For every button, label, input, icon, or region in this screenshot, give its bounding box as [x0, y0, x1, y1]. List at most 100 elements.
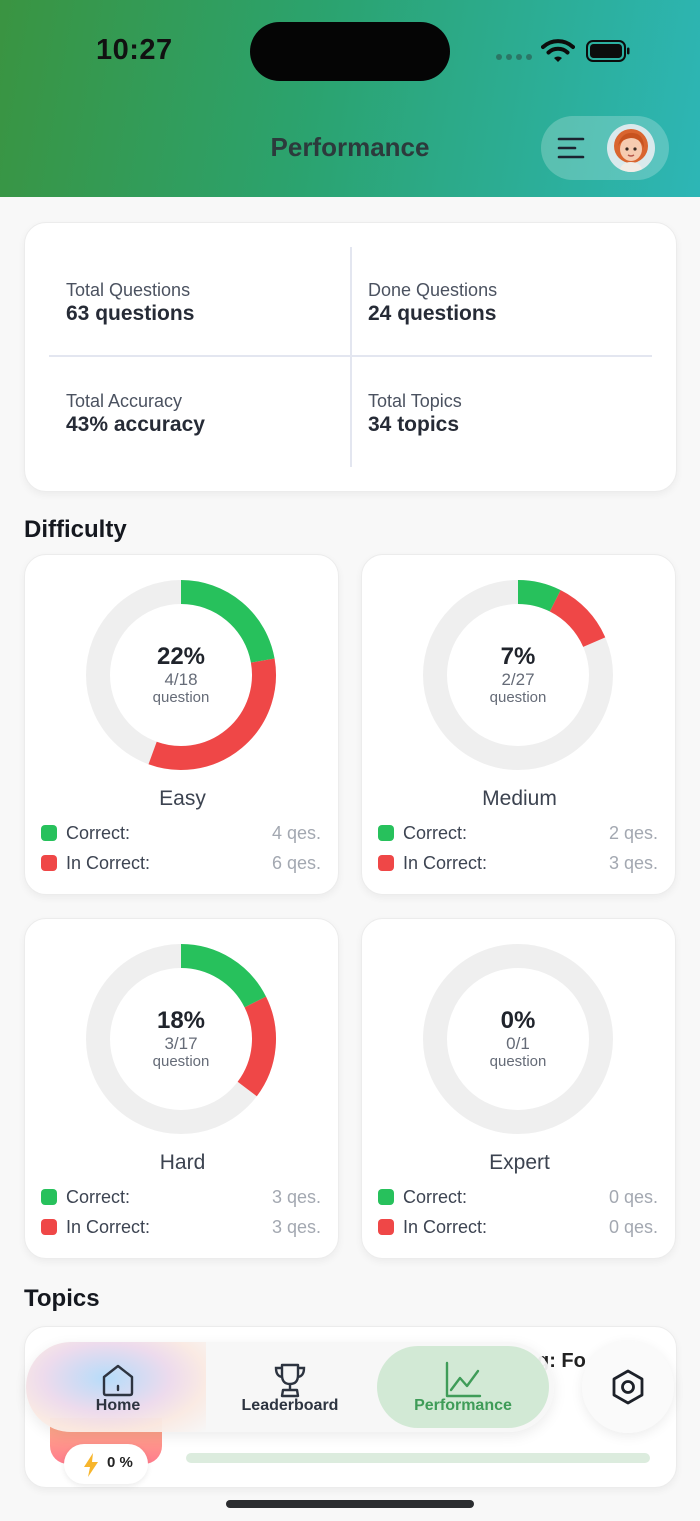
legend-incorrect: In Correct: 3 qes.: [41, 1217, 321, 1239]
nav-label: Performance: [414, 1397, 512, 1414]
chart-line-icon: [445, 1361, 482, 1398]
stat-label: Total Topics: [368, 391, 462, 411]
correct-dot: [41, 1189, 57, 1205]
difficulty-ring: [86, 944, 276, 1134]
difficulty-ring: [423, 944, 613, 1134]
legend-label: In Correct:: [66, 853, 151, 873]
status-time: 10:27: [96, 34, 173, 66]
legend-label: Correct:: [403, 823, 468, 843]
stat-total-questions: Total Questions 63 questions: [66, 280, 194, 326]
incorrect-dot: [41, 855, 57, 871]
stat-value: 24 questions: [368, 302, 497, 325]
topic-progress-track: [186, 1453, 650, 1463]
legend-correct: Correct: 2 qes.: [378, 823, 658, 845]
ring-fraction: 0/1: [506, 1034, 530, 1053]
cellular-signal-icon: [496, 54, 532, 60]
ring-unit: question: [489, 1053, 547, 1070]
difficulty-name: Expert: [489, 1151, 550, 1174]
ring-center: 7% 2/27 question: [422, 643, 614, 707]
ring-center: 0% 0/1 question: [422, 1007, 614, 1071]
incorrect-dot: [378, 1219, 394, 1235]
ring-unit: question: [152, 1053, 210, 1070]
incorrect-dot: [41, 1219, 57, 1235]
nav-item-home[interactable]: Home: [48, 1342, 188, 1432]
ring-percent: 0%: [500, 1007, 536, 1034]
settings-button[interactable]: [582, 1341, 674, 1433]
ring-unit: question: [152, 689, 210, 706]
correct-dot: [378, 825, 394, 841]
topics-section-title: Topics: [24, 1285, 100, 1312]
legend-value: 3 qes.: [608, 853, 658, 873]
home-icon: [102, 1364, 134, 1397]
legend-label: Correct:: [66, 823, 131, 843]
divider: [49, 355, 652, 357]
topic-progress-text: 0 %: [107, 1454, 133, 1471]
ring-fraction: 3/17: [164, 1034, 198, 1053]
nav-label: Leaderboard: [241, 1397, 339, 1414]
legend-correct: Correct: 3 qes.: [41, 1187, 321, 1209]
legend-correct: Correct: 4 qes.: [41, 823, 321, 845]
incorrect-arc: [549, 590, 606, 648]
legend-label: Correct:: [66, 1187, 131, 1207]
stats-card: Total Questions 63 questions Done Questi…: [24, 222, 677, 492]
nav-glow: [26, 1342, 206, 1432]
settings-icon: [612, 1369, 644, 1405]
legend-value: 3 qes.: [271, 1187, 321, 1207]
ring-center: 18% 3/17 question: [85, 1007, 277, 1071]
difficulty-name: Hard: [159, 1151, 206, 1174]
legend-incorrect: In Correct: 0 qes.: [378, 1217, 658, 1239]
legend-label: In Correct:: [66, 1217, 151, 1237]
menu-icon[interactable]: [557, 135, 587, 161]
difficulty-ring: [423, 580, 613, 770]
difficulty-card-expert[interactable]: 0% 0/1 question Expert Correct: 0 qes. I…: [361, 918, 676, 1259]
legend-incorrect: In Correct: 3 qes.: [378, 853, 658, 875]
legend-value: 3 qes.: [271, 1217, 321, 1237]
difficulty-card-medium[interactable]: 7% 2/27 question Medium Correct: 2 qes. …: [361, 554, 676, 895]
trophy-icon: [274, 1363, 306, 1398]
stat-done-questions: Done Questions 24 questions: [368, 280, 497, 326]
ring-percent: 18%: [156, 1007, 206, 1034]
avatar-illustration: [614, 129, 648, 172]
nav-item-performance[interactable]: Performance: [377, 1342, 549, 1432]
stat-value: 43% accuracy: [66, 413, 205, 436]
correct-dot: [378, 1189, 394, 1205]
stat-label: Total Questions: [66, 280, 191, 300]
stat-value: 63 questions: [66, 302, 195, 325]
divider: [350, 247, 352, 467]
difficulty-section-title: Difficulty: [24, 516, 127, 543]
legend-label: In Correct:: [403, 853, 488, 873]
stat-label: Done Questions: [368, 280, 498, 300]
nav-item-leaderboard[interactable]: Leaderboard: [210, 1342, 370, 1432]
correct-dot: [41, 825, 57, 841]
dynamic-island: [250, 22, 450, 81]
difficulty-card-hard[interactable]: 18% 3/17 question Hard Correct: 3 qes. I…: [24, 918, 339, 1259]
legend-incorrect: In Correct: 6 qes.: [41, 853, 321, 875]
incorrect-arc: [148, 658, 276, 770]
stat-value: 34 topics: [368, 413, 460, 436]
legend-value: 0 qes.: [608, 1217, 658, 1237]
stat-total-topics: Total Topics 34 topics: [368, 391, 462, 437]
legend-label: Correct:: [403, 1187, 468, 1207]
ring-unit: question: [489, 689, 547, 706]
incorrect-arc: [237, 996, 276, 1097]
correct-arc: [180, 580, 275, 664]
legend-label: In Correct:: [403, 1217, 488, 1237]
ring-track: [423, 944, 613, 1134]
bottom-nav: Home Leaderboard Performance: [26, 1342, 554, 1432]
incorrect-dot: [378, 855, 394, 871]
legend-correct: Correct: 0 qes.: [378, 1187, 658, 1209]
battery-icon: [586, 40, 630, 62]
legend-value: 4 qes.: [271, 823, 321, 843]
difficulty-name: Easy: [159, 787, 206, 810]
difficulty-card-easy[interactable]: 22% 4/18 question Easy Correct: 4 qes. I…: [24, 554, 339, 895]
ring-fraction: 4/18: [164, 670, 198, 689]
stat-label: Total Accuracy: [66, 391, 183, 411]
correct-arc: [180, 944, 267, 1008]
page-title: Performance: [270, 132, 430, 162]
nav-label: Home: [95, 1397, 141, 1414]
topic-progress-badge: [64, 1444, 148, 1484]
stat-total-accuracy: Total Accuracy 43% accuracy: [66, 391, 205, 437]
ring-center: 22% 4/18 question: [85, 643, 277, 707]
ring-fraction: 2/27: [501, 670, 535, 689]
avatar[interactable]: [607, 124, 655, 172]
